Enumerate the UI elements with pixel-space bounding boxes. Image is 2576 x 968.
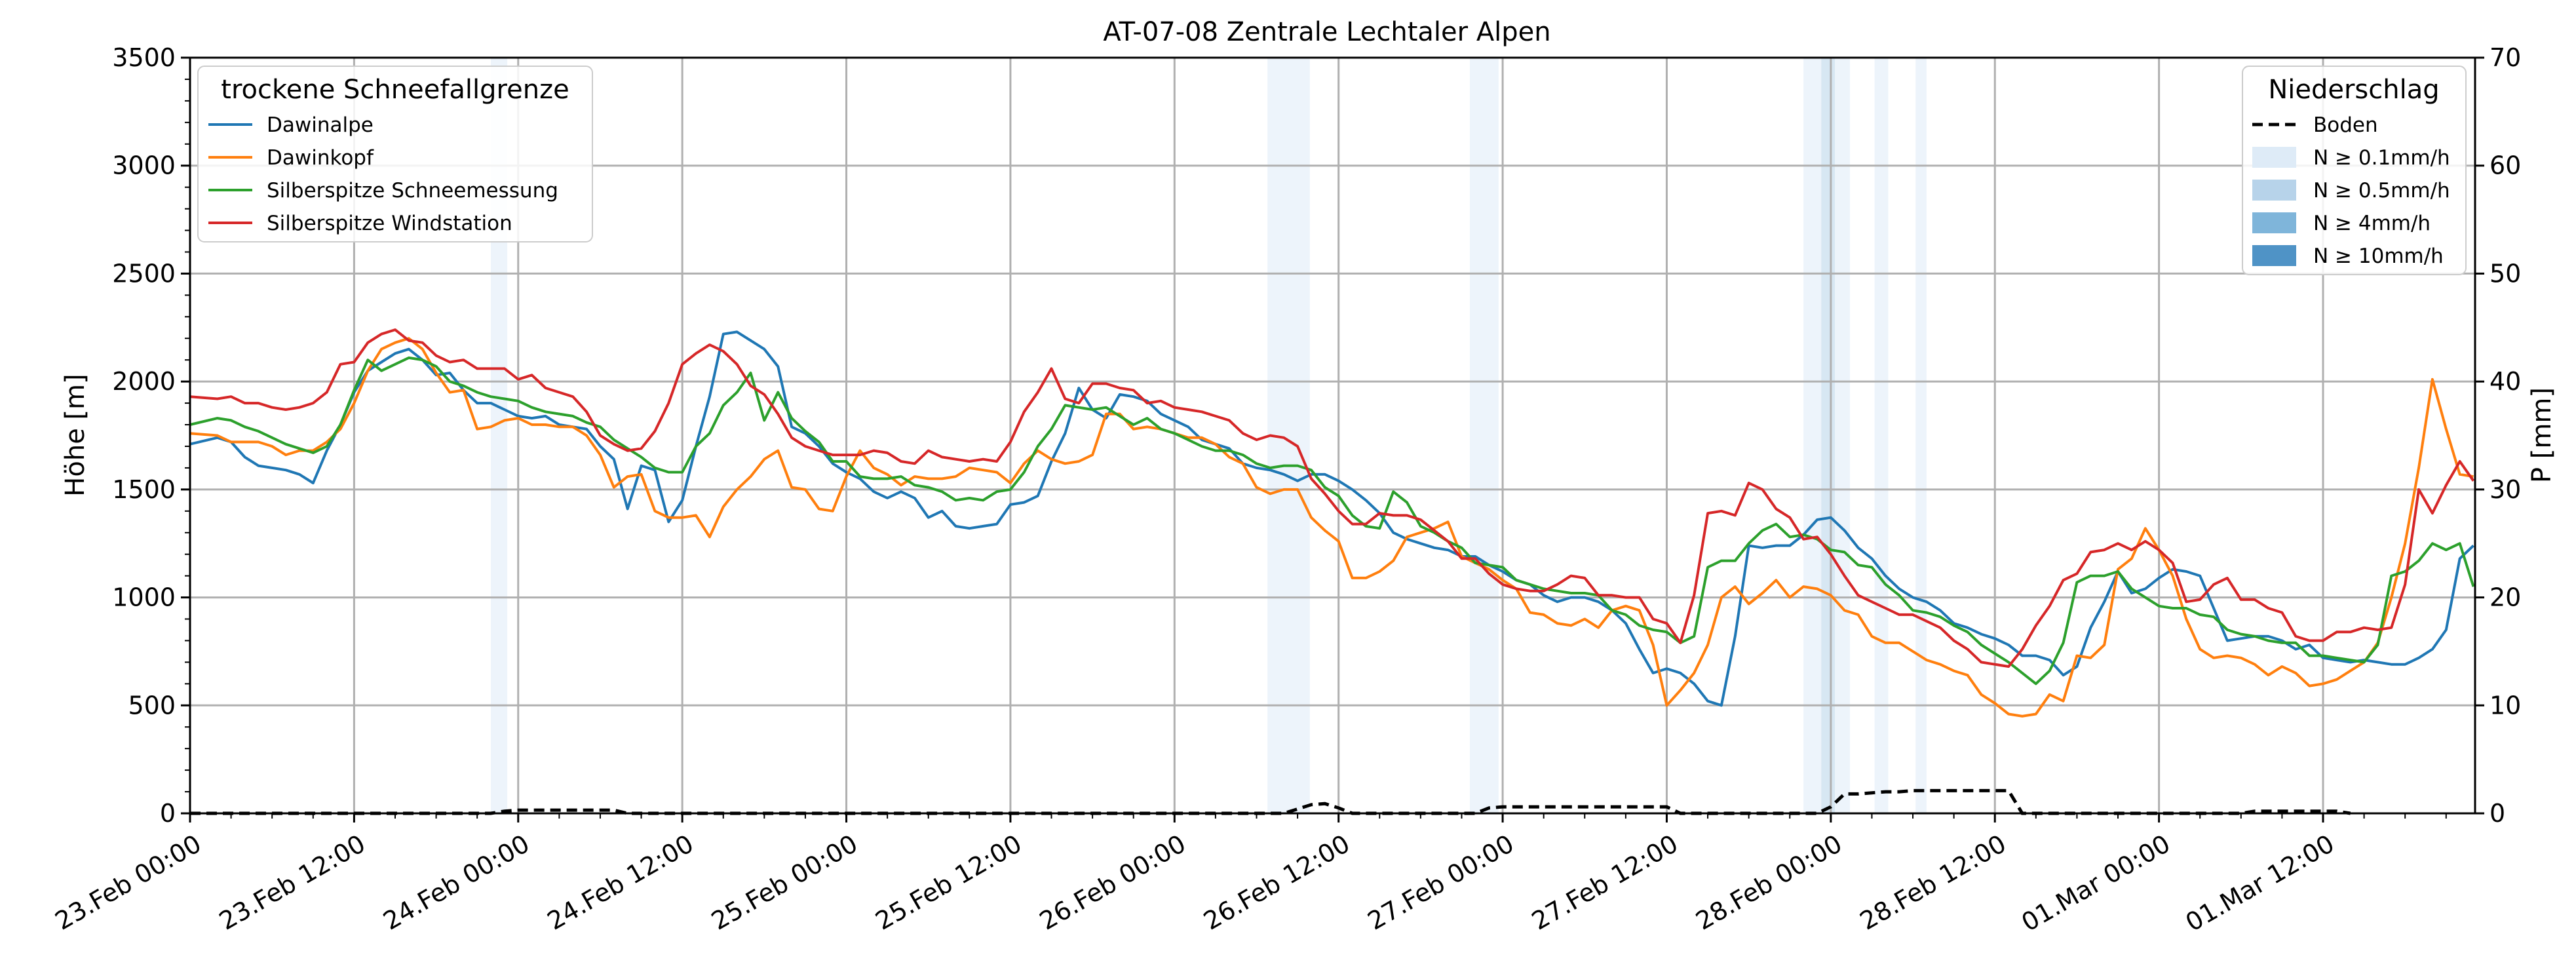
x-tick-label-5: 25.Feb 12:00 [871, 829, 1027, 936]
series-layer [189, 328, 2475, 718]
series-line-dawinalpe [189, 330, 2474, 707]
y2-axis-label: P [mm] [2527, 387, 2557, 483]
legend-right: Niederschlag Boden N ≥ 0.1mm/h N ≥ 0.5mm/h… [2242, 66, 2467, 275]
y-tick-label-7: 3500 [112, 43, 176, 72]
legend-left: trockene Schneefallgrenze Dawinalpe Dawin… [197, 66, 593, 242]
y-tick-label-1: 500 [128, 691, 176, 720]
precip-band-5 [1835, 58, 1851, 813]
chart-title: AT-07-08 Zentrale Lechtaler Alpen [1103, 17, 1550, 47]
legend-right-label-4: N ≥ 10mm/h [2313, 244, 2444, 268]
x-tick-label-3: 24.Feb 12:00 [543, 829, 699, 936]
y2-tick-label-2: 20 [2489, 583, 2521, 612]
legend-left-title: trockene Schneefallgrenze [221, 75, 569, 105]
x-tick-label-6: 26.Feb 00:00 [1035, 829, 1191, 936]
y-tick-label-3: 1500 [112, 475, 176, 504]
x-tick-label-0: 23.Feb 00:00 [50, 829, 206, 936]
legend-left-label-0: Dawinalpe [267, 113, 374, 137]
legend-right-swatch-2 [2252, 180, 2296, 201]
precip-band-2 [1470, 58, 1499, 813]
series-line-silberspitze-windstation [189, 328, 2475, 668]
precip-band-7 [1915, 58, 1927, 813]
y-tick-label-5: 2500 [112, 259, 176, 288]
y2-tick-label-5: 50 [2489, 259, 2521, 288]
legend-right-label-2: N ≥ 0.5mm/h [2313, 179, 2450, 203]
precip-band-4 [1821, 58, 1836, 813]
plot-frame [189, 56, 2476, 815]
y2-tick-label-1: 10 [2489, 691, 2521, 720]
y2-tick-label-3: 30 [2489, 475, 2521, 504]
legend-left-label-3: Silberspitze Windstation [267, 212, 512, 235]
grid-lines [190, 58, 2475, 813]
legend-right-label-3: N ≥ 4mm/h [2313, 212, 2431, 235]
precip-band-3 [1803, 58, 1822, 813]
series-line-silberspitze-schneemessung [189, 356, 2475, 686]
x-tick-label-7: 26.Feb 12:00 [1199, 829, 1355, 936]
x-tick-label-4: 25.Feb 00:00 [706, 829, 862, 936]
y-tick-label-6: 3000 [112, 151, 176, 180]
y-axis-label: Höhe [m] [60, 374, 90, 496]
y-tick-label-4: 2000 [112, 367, 176, 396]
x-tick-label-2: 24.Feb 00:00 [378, 829, 534, 936]
x-tick-label-11: 28.Feb 12:00 [1855, 829, 2011, 936]
x-tick-label-1: 23.Feb 12:00 [214, 829, 370, 936]
series-line-dawinkopf [189, 337, 2474, 718]
x-tick-label-8: 27.Feb 00:00 [1363, 829, 1519, 936]
legend-right-label-1: N ≥ 0.1mm/h [2313, 146, 2450, 170]
x-tick-label-10: 28.Feb 00:00 [1691, 829, 1847, 936]
legend-left-label-1: Dawinkopf [267, 146, 374, 170]
y2-tick-label-6: 60 [2489, 151, 2521, 180]
y2-tick-label-4: 40 [2489, 367, 2521, 396]
x-tick-label-9: 27.Feb 12:00 [1527, 829, 1683, 936]
legend-right-swatch-3 [2252, 212, 2296, 233]
legend-right-swatch-4 [2252, 245, 2296, 266]
precip-band-6 [1874, 58, 1889, 813]
legend-right-swatch-1 [2252, 147, 2296, 168]
legend-right-title: Niederschlag [2268, 75, 2439, 105]
legend-left-label-2: Silberspitze Schneemessung [267, 179, 558, 203]
y2-tick-label-0: 0 [2489, 799, 2505, 828]
y-tick-label-0: 0 [160, 799, 176, 828]
x-tick-label-13: 01.Mar 12:00 [2181, 829, 2339, 937]
y2-tick-label-7: 70 [2489, 43, 2521, 72]
x-tick-label-12: 01.Mar 00:00 [2016, 829, 2175, 937]
legend-right-label-0: Boden [2313, 113, 2378, 137]
y-tick-label-2: 1000 [112, 583, 176, 612]
